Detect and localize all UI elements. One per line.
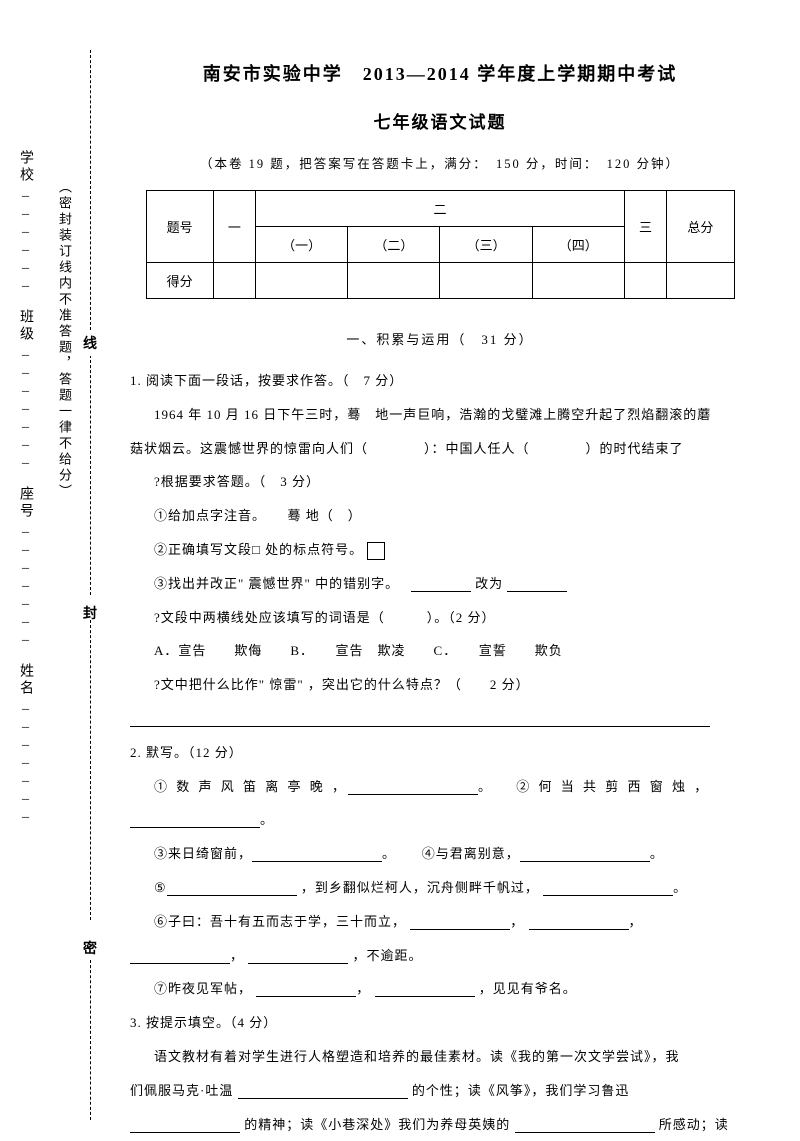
q1-passage-2: 菇状烟云。这震憾世界的惊雷向人们（ ）：中国人任人（ ）的时代结束了 bbox=[130, 432, 750, 466]
blank bbox=[248, 950, 348, 964]
q3-p2a: 们佩服马克·吐温 bbox=[130, 1083, 233, 1098]
c: ， bbox=[510, 914, 524, 929]
q2-i3i4: ③来日绮窗前， 。 ④与君离别意， 。 bbox=[130, 837, 750, 871]
q1-stem: 1. 阅读下面一段话，按要求作答。（ 7 分） bbox=[130, 364, 750, 398]
c: ， bbox=[356, 981, 370, 996]
th-2-4: （四） bbox=[532, 227, 624, 263]
q2-i7: ⑦昨夜见军帖， ， ，见见有爷名。 bbox=[130, 972, 750, 1006]
binding-strip: 学校______ 班级_______ 座号_______ 姓名_______ （… bbox=[10, 0, 110, 1133]
q1-sub3-a: ③找出并改正" 震憾世界" 中的错别字。 bbox=[154, 576, 393, 591]
binding-outer-label: 学校______ 班级_______ 座号_______ 姓名_______ bbox=[15, 150, 35, 1050]
score-cell bbox=[348, 263, 440, 299]
dot: 。 bbox=[673, 880, 687, 895]
seal-line-3 bbox=[90, 620, 91, 920]
th-total: 总分 bbox=[667, 191, 734, 263]
th-num: 题号 bbox=[146, 191, 213, 263]
score-cell bbox=[624, 263, 666, 299]
q3-p1: 语文教材有着对学生进行人格塑造和培养的最佳素材。读《我的第一次文学尝试》，我 bbox=[130, 1040, 750, 1074]
content-area: 南安市实验中学 2013—2014 学年度上学期期中考试 七年级语文试题 （本卷… bbox=[130, 60, 750, 1141]
th-score: 得分 bbox=[146, 263, 213, 299]
binding-inner-label: （密封装订线内不准答题，答题一律不给分） bbox=[55, 180, 74, 780]
score-cell bbox=[256, 263, 348, 299]
q1-substem: ?根据要求答题。（ 3 分） bbox=[130, 465, 750, 499]
c: ， bbox=[629, 914, 643, 929]
q1-mc-stem: ?文段中两横线处应该填写的词语是（ ）。（2 分） bbox=[130, 601, 750, 635]
q2-i6: ⑥子曰：吾十有五而志于学，三十而立， ， ， bbox=[130, 905, 750, 939]
q2-i6a: ⑥子曰：吾十有五而志于学，三十而立， bbox=[154, 914, 406, 929]
q2-i2-a: ② 何 当 共 剪 西 窗 烛 ， bbox=[516, 779, 710, 794]
th-two: 二 bbox=[256, 191, 625, 227]
q2-i4: ④与君离别意， bbox=[422, 846, 520, 861]
title-main: 南安市实验中学 2013—2014 学年度上学期期中考试 bbox=[130, 60, 750, 86]
exam-note: （本卷 19 题，把答案写在答题卡上，满分： 150 分，时间： 120 分钟） bbox=[130, 153, 750, 172]
blank bbox=[348, 781, 478, 795]
blank bbox=[238, 1085, 408, 1099]
dot: 。 bbox=[650, 846, 664, 861]
q1-passage-1: 1964 年 10 月 16 日下午三时，蓦 地一声巨响，浩瀚的戈璧滩上腾空升起… bbox=[130, 398, 750, 432]
punctuation-box bbox=[367, 542, 385, 560]
th-three: 三 bbox=[624, 191, 666, 263]
seal-char-xian: 线 bbox=[83, 330, 97, 356]
title-sub: 七年级语文试题 bbox=[130, 108, 750, 133]
seal-char-mi: 密 bbox=[83, 935, 97, 961]
q1-sub3: ③找出并改正" 震憾世界" 中的错别字。 改为 bbox=[130, 567, 750, 601]
q3-stem: 3. 按提示填空。（4 分） bbox=[130, 1006, 750, 1040]
q2-i6e: ，不逾距。 bbox=[353, 948, 423, 963]
seal-line-4 bbox=[90, 960, 91, 1120]
score-table: 题号 一 二 三 总分 （一） （二） （三） （四） 得分 bbox=[146, 190, 735, 299]
q2-i1-a: ① 数 声 风 笛 离 亭 晚 ， bbox=[154, 779, 348, 794]
q3-p3b: 所感动；读 bbox=[659, 1117, 729, 1132]
seal-line-2 bbox=[90, 355, 91, 595]
q2-i1-b: 。 bbox=[478, 779, 494, 794]
q2-stem: 2. 默写。（12 分） bbox=[130, 736, 750, 770]
q2-i1: ① 数 声 风 笛 离 亭 晚 ， 。 ② 何 当 共 剪 西 窗 烛 ， bbox=[130, 770, 750, 804]
q2-i7c: ，见见有爷名。 bbox=[479, 981, 577, 996]
q2-i2-dot: 。 bbox=[260, 812, 274, 827]
q3-p2b: 的个性；读《风筝》，我们学习鲁迅 bbox=[412, 1083, 630, 1098]
blank bbox=[543, 882, 673, 896]
blank bbox=[411, 578, 471, 592]
q1-sub2: ②正确填写文段□ 处的标点符号。 bbox=[130, 533, 750, 567]
q3-p3: 的精神；读《小巷深处》我们为养母英姨的 所感动；读 bbox=[130, 1108, 750, 1141]
blank bbox=[256, 983, 356, 997]
blank bbox=[130, 814, 260, 828]
blank bbox=[130, 950, 230, 964]
seal-line-1 bbox=[90, 50, 91, 330]
score-cell bbox=[213, 263, 255, 299]
q2-i5b: ，到乡翻似烂柯人，沉舟侧畔千帆过， bbox=[301, 880, 539, 895]
th-one: 一 bbox=[213, 191, 255, 263]
blank bbox=[507, 578, 567, 592]
score-cell bbox=[667, 263, 734, 299]
q2-i5a: ⑤ bbox=[154, 880, 167, 895]
blank bbox=[529, 916, 629, 930]
blank bbox=[515, 1119, 655, 1133]
q2-i3: ③来日绮窗前， bbox=[154, 846, 252, 861]
score-cell bbox=[532, 263, 624, 299]
dot: 。 bbox=[382, 846, 390, 861]
q1-mc-a: A．宣告 欺侮 B． 宣告 欺凌 C． 宣誓 欺负 bbox=[130, 634, 750, 668]
th-2-3: （三） bbox=[440, 227, 532, 263]
q1-sub2-text: ②正确填写文段□ 处的标点符号。 bbox=[154, 542, 363, 557]
q2-i2b: 。 bbox=[130, 803, 750, 837]
q3-p3a: 的精神；读《小巷深处》我们为养母英姨的 bbox=[244, 1117, 510, 1132]
blank bbox=[167, 882, 297, 896]
th-2-1: （一） bbox=[256, 227, 348, 263]
blank-line bbox=[130, 702, 750, 736]
blank bbox=[375, 983, 475, 997]
section-1-head: 一、积累与运用（ 31 分） bbox=[130, 329, 750, 348]
blank bbox=[520, 848, 650, 862]
q1-sub1: ①给加点字注音。 蓦 地（ ） bbox=[130, 499, 750, 533]
q1-sub3-b: 改为 bbox=[475, 576, 503, 591]
q1-open: ?文中把什么比作" 惊雷" ，突出它的什么特点？（ 2 分） bbox=[130, 668, 750, 702]
blank bbox=[252, 848, 382, 862]
q2-i5: ⑤ ，到乡翻似烂柯人，沉舟侧畔千帆过， 。 bbox=[130, 871, 750, 905]
q2-i7a: ⑦昨夜见军帖， bbox=[154, 981, 252, 996]
c: ， bbox=[230, 948, 244, 963]
q2-i6-line2: ， ，不逾距。 bbox=[130, 939, 750, 973]
blank bbox=[130, 1119, 240, 1133]
q3-p2: 们佩服马克·吐温 的个性；读《风筝》，我们学习鲁迅 bbox=[130, 1074, 750, 1108]
score-cell bbox=[440, 263, 532, 299]
th-2-2: （二） bbox=[348, 227, 440, 263]
blank bbox=[410, 916, 510, 930]
